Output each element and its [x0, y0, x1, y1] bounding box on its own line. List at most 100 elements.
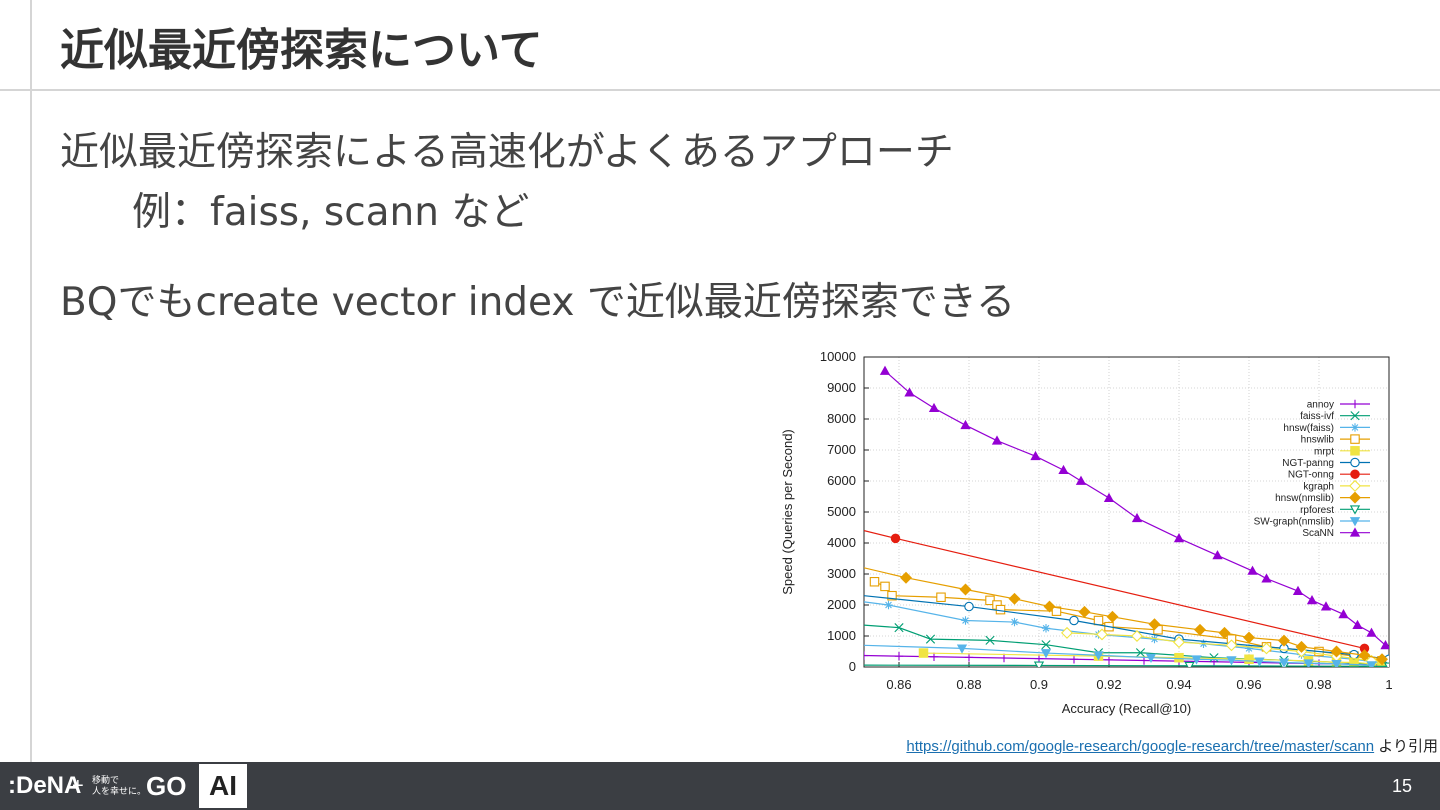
legend-label: hnsw(faiss)	[1283, 423, 1334, 434]
legend-label: hnswlib	[1301, 435, 1335, 446]
data-point	[1040, 649, 1052, 659]
series-line	[864, 644, 1372, 666]
page-number: 15	[1391, 776, 1412, 796]
legend-marker	[1350, 423, 1360, 432]
bullet-approach: 近似最近傍探索による高速化がよくあるアプローチ	[60, 130, 954, 175]
legend-label: ScaNN	[1302, 528, 1334, 539]
y-tick-label: 9000	[827, 380, 856, 395]
x-tick-label: 0.96	[1236, 677, 1261, 692]
data-point	[925, 634, 936, 644]
data-point	[936, 592, 946, 603]
go-logo: GO	[146, 771, 187, 801]
legend-marker	[1349, 505, 1361, 515]
data-point	[964, 653, 974, 662]
data-point	[1041, 640, 1051, 650]
data-point	[1331, 659, 1342, 667]
slide-title: 近似最近傍探索について	[60, 25, 543, 76]
data-point	[1320, 601, 1332, 611]
data-point	[1078, 605, 1091, 618]
data-point	[1148, 618, 1161, 631]
data-point	[1278, 658, 1290, 667]
data-point	[1226, 656, 1237, 666]
data-point	[918, 648, 929, 658]
legend-marker	[1350, 469, 1360, 479]
series-sw-graph-nmslib-	[864, 644, 1377, 667]
data-point	[1030, 450, 1041, 461]
data-point	[959, 583, 972, 596]
data-point	[1244, 644, 1254, 653]
data-point	[1358, 649, 1371, 662]
data-point	[1330, 645, 1343, 658]
data-point	[999, 653, 1009, 663]
data-point	[960, 419, 971, 430]
legend-label: NGT-onng	[1288, 470, 1334, 481]
source-credit: https://github.com/google-research/googl…	[906, 735, 1438, 756]
y-axis-label: Speed (Queries per Second)	[780, 429, 795, 594]
data-point	[884, 600, 893, 610]
data-point	[1093, 615, 1104, 626]
y-tick-label: 7000	[827, 442, 856, 457]
data-point	[1243, 631, 1255, 644]
legend-label: mrpt	[1314, 446, 1334, 457]
data-point	[1261, 573, 1272, 583]
y-tick-label: 8000	[827, 411, 856, 426]
x-tick-label: 0.92	[1096, 677, 1121, 692]
data-point	[1212, 550, 1223, 560]
data-point	[1194, 623, 1206, 636]
legend-label: kgraph	[1303, 481, 1334, 492]
dena-logo: :DeNA	[8, 772, 82, 799]
data-point	[1225, 639, 1238, 652]
data-point	[1069, 655, 1079, 664]
data-point	[1041, 624, 1051, 633]
data-point	[1209, 653, 1219, 663]
legend-marker	[1350, 434, 1360, 444]
y-tick-label: 6000	[827, 473, 856, 488]
series-line	[864, 601, 1389, 665]
data-point	[887, 590, 897, 601]
source-link[interactable]: https://github.com/google-research/googl…	[906, 738, 1375, 755]
data-point	[894, 651, 904, 661]
legend-label: faiss-ivf	[1300, 411, 1334, 422]
x-axis-label: Accuracy (Recall@10)	[1062, 701, 1192, 716]
data-point	[1106, 610, 1119, 623]
x-tick-label: 1	[1385, 677, 1392, 692]
data-point	[929, 652, 939, 661]
data-point	[991, 435, 1003, 445]
data-point	[1069, 615, 1079, 626]
series-hnsw-faiss-	[864, 600, 1389, 667]
data-point	[1008, 592, 1021, 605]
y-tick-label: 4000	[827, 535, 856, 550]
legend-label: annoy	[1307, 400, 1334, 411]
series-line	[864, 530, 1365, 649]
data-point	[1131, 512, 1143, 523]
y-tick-label: 1000	[827, 628, 856, 643]
go-tagline-logo: 移動で 人を幸せに。	[92, 775, 146, 797]
data-point	[880, 581, 890, 592]
data-point	[1034, 654, 1044, 663]
legend-marker	[1349, 517, 1361, 527]
data-point	[1173, 533, 1185, 543]
data-point	[1338, 608, 1349, 619]
data-point	[1247, 565, 1258, 575]
x-tick-label: 0.86	[886, 677, 911, 692]
data-point	[1366, 627, 1377, 637]
footer-bar: :DeNA + 移動で 人を幸せに。 GO AI 15	[0, 762, 1440, 810]
legend-label: SW-graph(nmslib)	[1254, 517, 1334, 528]
data-point	[1033, 661, 1045, 667]
series-line	[864, 567, 1383, 660]
source-credit-suffix: より引用	[1374, 738, 1438, 755]
legend-label: rpforest	[1300, 505, 1334, 516]
data-point	[894, 623, 904, 633]
data-point	[1303, 659, 1314, 667]
series-scann	[879, 365, 1389, 650]
series-line	[874, 581, 1383, 662]
legend-marker	[1350, 457, 1360, 468]
data-point	[1135, 648, 1146, 658]
data-point	[1061, 626, 1073, 639]
data-point	[1173, 636, 1185, 649]
data-point	[1218, 626, 1231, 639]
data-point	[1383, 662, 1389, 667]
bullet-bigquery: BQでもcreate vector index で近似最近傍探索できる	[60, 280, 1016, 325]
legend-marker	[1349, 479, 1361, 492]
data-point	[1292, 585, 1304, 595]
